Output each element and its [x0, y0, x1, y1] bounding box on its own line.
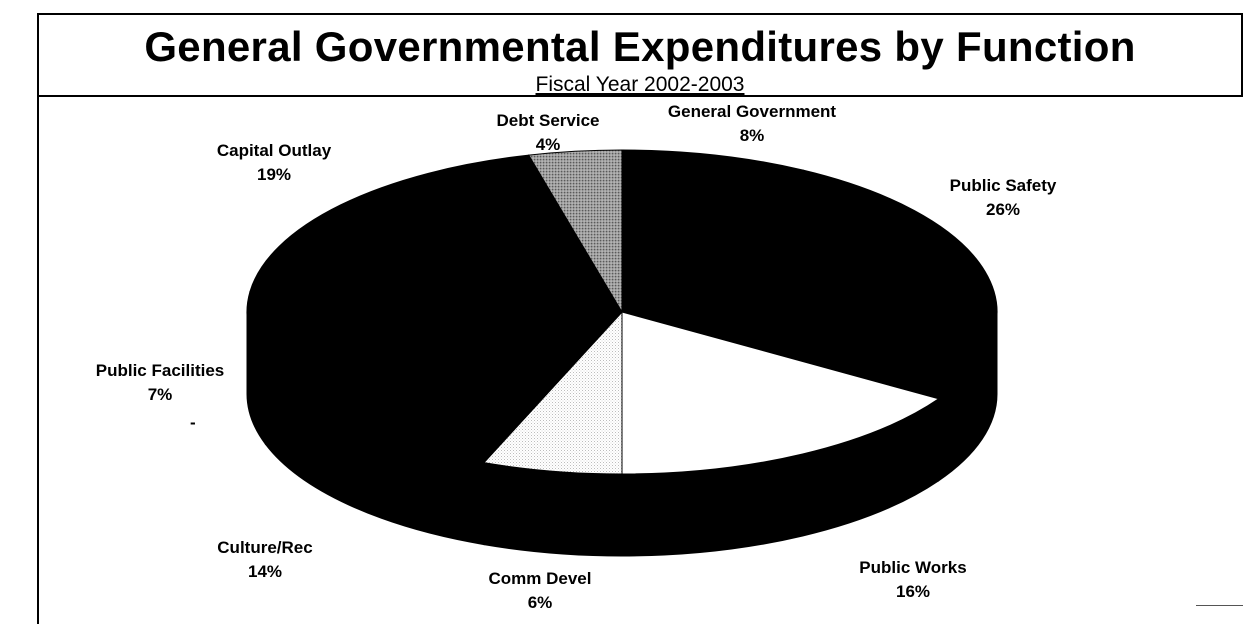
- pie-side-comm-devel: [483, 462, 623, 557]
- pie-slice-public-safety: [620, 169, 998, 400]
- percent-comm-devel: 6%: [528, 593, 553, 612]
- label-debt-service: Debt Service: [497, 111, 600, 130]
- pie-slice-capital-outlay: [249, 154, 623, 313]
- chart-title: General Governmental Expenditures by Fun…: [144, 23, 1136, 70]
- percent-public-facilities: 7%: [148, 385, 173, 404]
- stray-mark: -: [190, 413, 196, 432]
- label-culture-rec: Culture/Rec: [217, 538, 312, 557]
- pie-labels: General Government 8% Public Safety 26% Publ…: [96, 102, 1057, 612]
- pie-slice-comm-devel: [482, 310, 623, 475]
- label-general-government: General Government: [668, 102, 837, 121]
- percent-public-works: 16%: [896, 582, 930, 601]
- percent-general-government: 8%: [740, 126, 765, 145]
- percent-capital-outlay: 19%: [257, 165, 291, 184]
- label-public-safety: Public Safety: [950, 176, 1057, 195]
- percent-culture-rec: 14%: [248, 562, 282, 581]
- bottom-rule: [1196, 605, 1243, 606]
- pie-slice-public-facilities: [246, 291, 623, 363]
- title-box: General Governmental Expenditures by Fun…: [37, 13, 1243, 97]
- pie-side: [246, 311, 998, 557]
- left-border: [37, 97, 39, 624]
- percent-debt-service: 4%: [536, 135, 561, 154]
- chart-subtitle: Fiscal Year 2002-2003: [535, 73, 745, 96]
- label-capital-outlay: Capital Outlay: [217, 141, 332, 160]
- pie-top: [246, 149, 998, 475]
- label-comm-devel: Comm Devel: [489, 569, 592, 588]
- percent-public-safety: 26%: [986, 200, 1020, 219]
- pie-slice-debt-service: [527, 149, 623, 314]
- pie-slice-public-works: [621, 311, 940, 475]
- pie-slice-general-government: [621, 149, 804, 314]
- label-public-facilities: Public Facilities: [96, 361, 225, 380]
- label-public-works: Public Works: [859, 558, 966, 577]
